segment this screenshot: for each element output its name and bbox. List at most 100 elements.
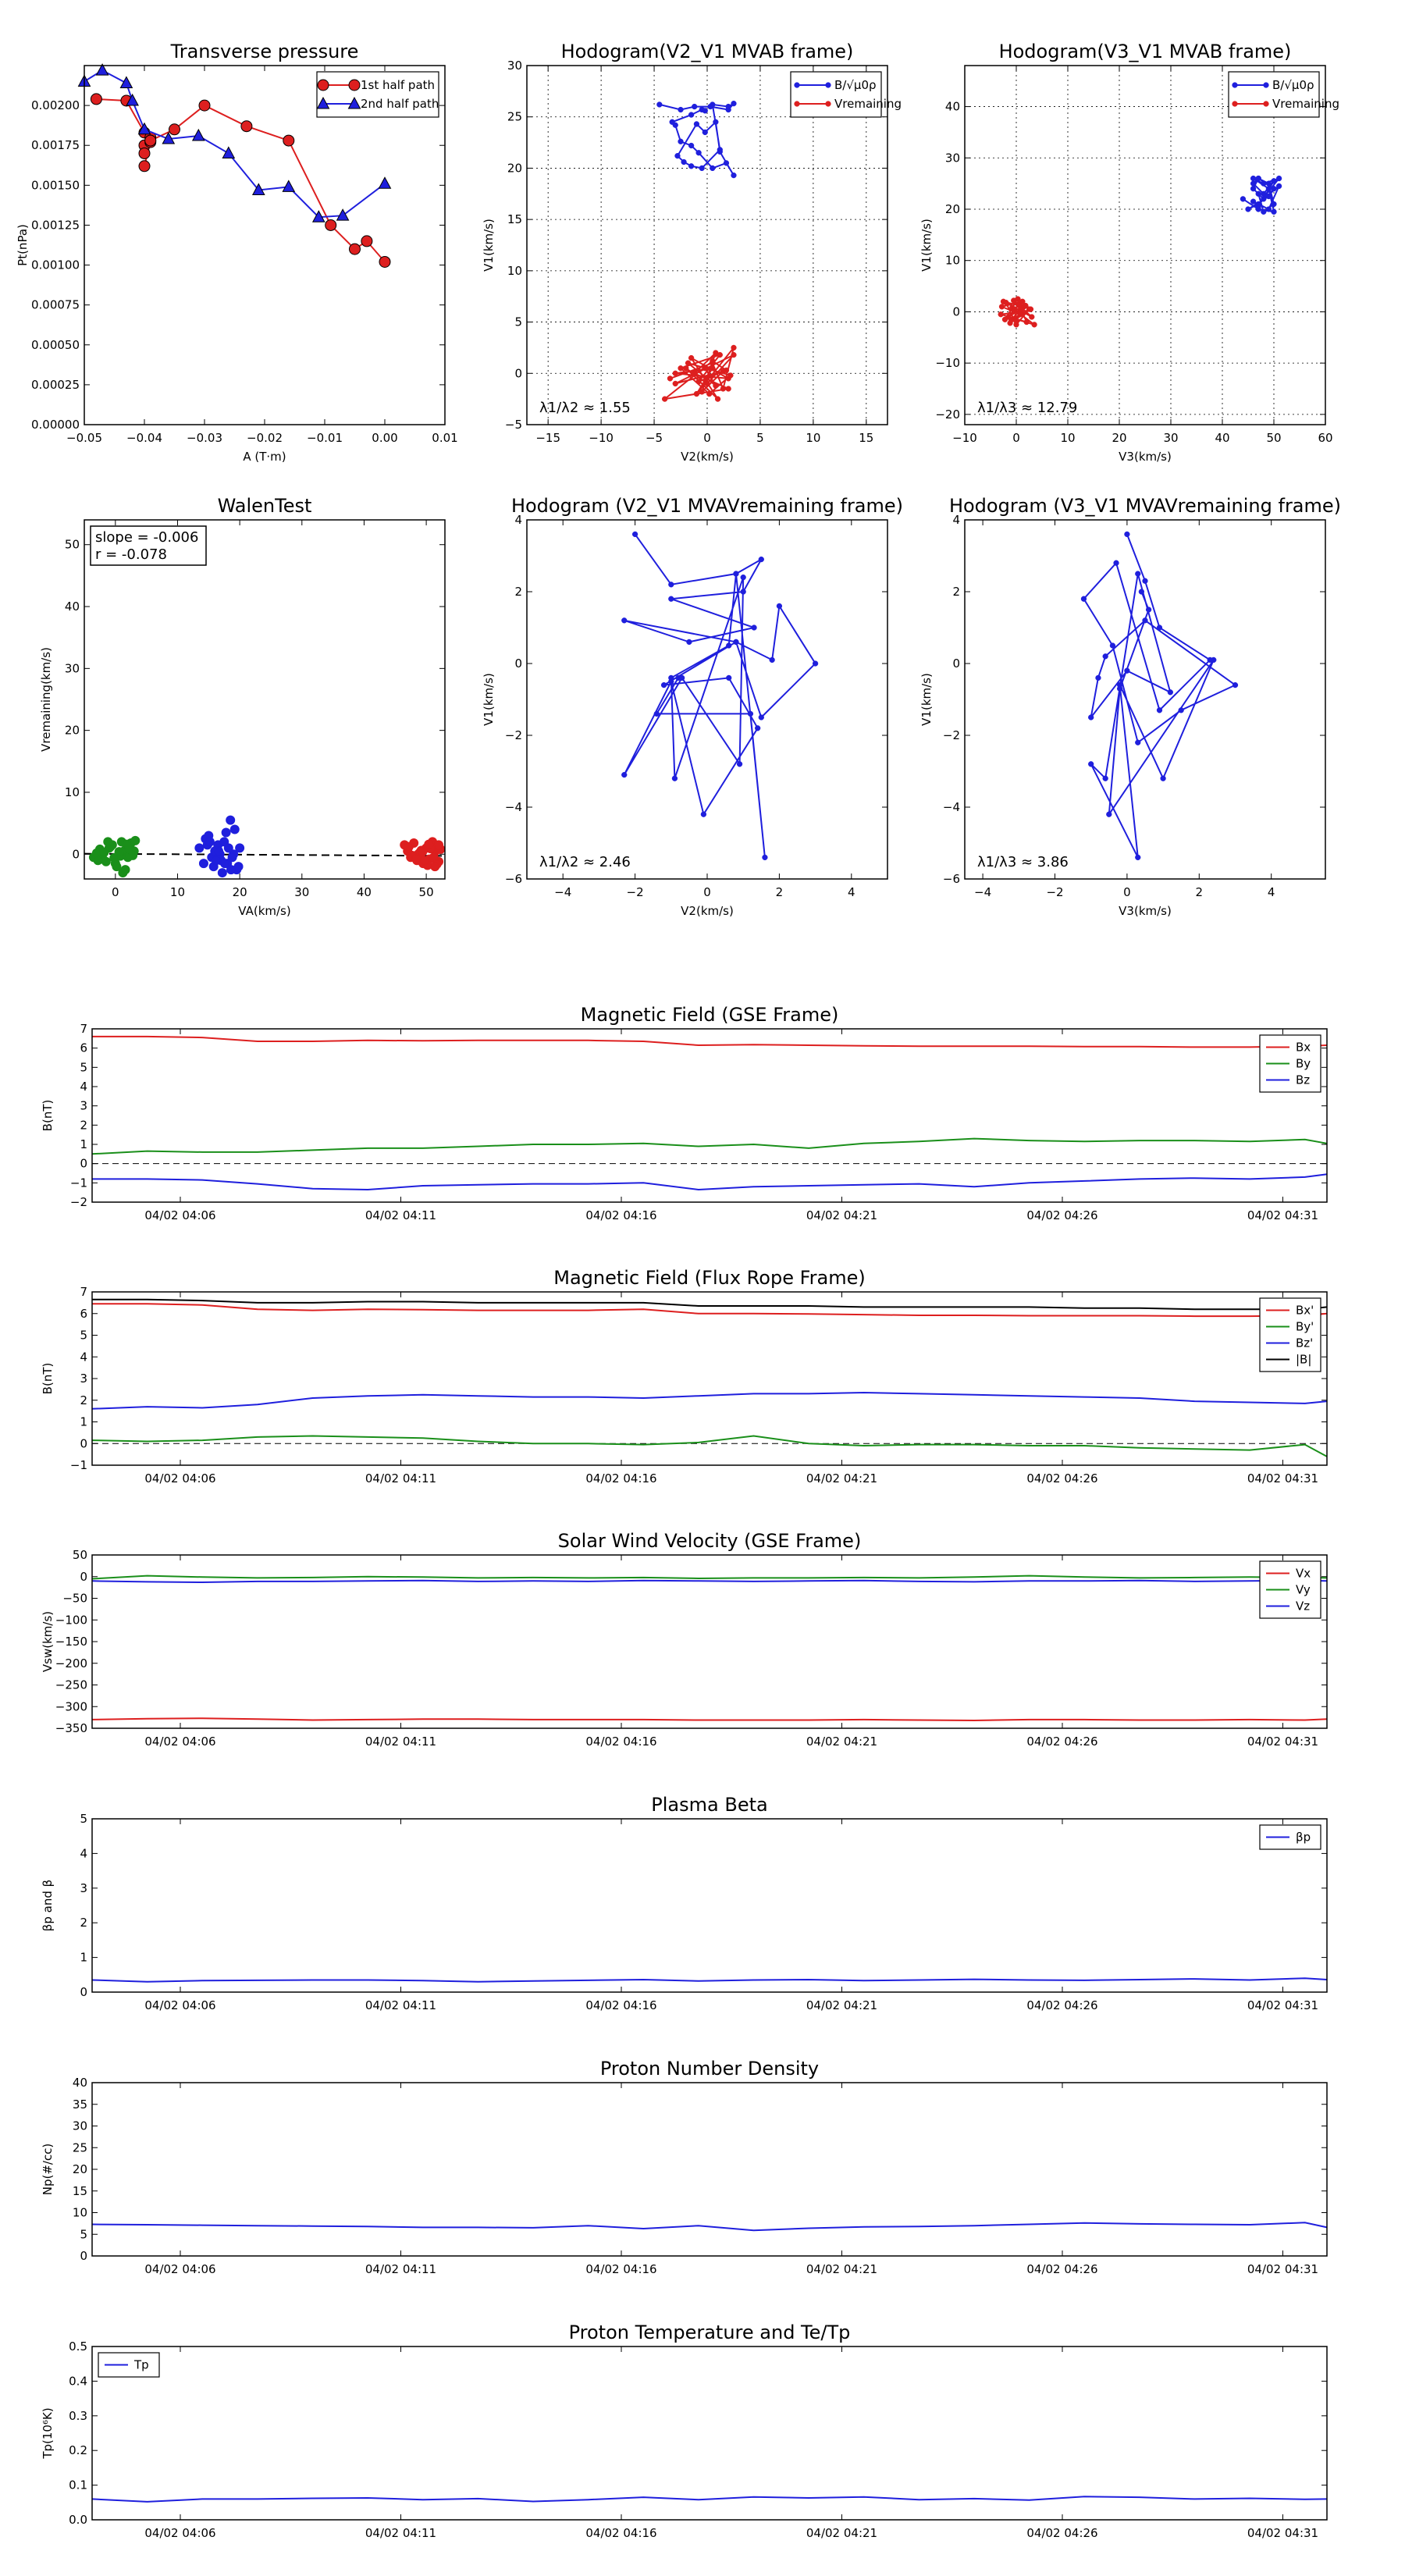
data-point: [1029, 314, 1035, 320]
data-point: [282, 180, 296, 192]
y-tick-label: −2: [943, 728, 960, 742]
y-tick-label: 0: [80, 1985, 87, 1999]
data-point: [1109, 642, 1116, 649]
legend: Tp: [98, 2352, 160, 2378]
legend-marker: [1263, 82, 1269, 88]
y-tick-label: 4: [514, 513, 522, 527]
y-tick-label: 4: [80, 1846, 87, 1860]
legend-box: [790, 71, 882, 118]
legend-label: Bz: [1296, 1073, 1310, 1087]
y-tick-label: −1: [70, 1458, 87, 1472]
y-axis-label: V1(km/s): [919, 673, 934, 726]
y-tick-label: −6: [943, 872, 960, 886]
data-point: [725, 103, 731, 110]
legend-label: Bx: [1296, 1041, 1311, 1055]
data-point: [699, 165, 705, 172]
y-tick-label: 4: [952, 513, 960, 527]
data-point: [688, 163, 695, 169]
y-tick-label: 0: [80, 1570, 87, 1584]
scatter-point: [229, 824, 240, 834]
data-point: [1240, 196, 1247, 202]
y-tick-label: 10: [507, 264, 522, 278]
series-line-series-0: [623, 533, 816, 858]
x-tick-label: 2: [776, 885, 784, 899]
data-point: [731, 172, 737, 179]
chart-title: Solar Wind Velocity (GSE Frame): [558, 1530, 862, 1552]
x-tick-label: 40: [357, 885, 372, 899]
x-tick-label: 40: [1215, 431, 1229, 445]
scatter-point: [430, 862, 440, 872]
data-point: [674, 153, 681, 159]
legend: Bx By Bz: [1259, 1034, 1321, 1093]
legend: Vx Vy Vz: [1259, 1560, 1321, 1619]
data-point: [631, 531, 638, 538]
y-tick-label: 1: [80, 1415, 87, 1429]
y-tick-label: 10: [65, 785, 80, 799]
x-tick-label: 04/02 04:11: [365, 1471, 436, 1485]
y-tick-label: −2: [70, 1195, 87, 1209]
series-line-Vx: [91, 1717, 1328, 1722]
series-line-series-0: [1083, 534, 1237, 858]
legend-marker: [347, 96, 361, 109]
plot-frame: [964, 519, 1326, 880]
chart-title: Hodogram (V2_V1 MVAVremaining frame): [511, 495, 903, 517]
chart-beta: 04/02 04:06 04/02 04:11 04/02 04:16 04/02 0…: [41, 1794, 1328, 2012]
series-line-Bz': [91, 1391, 1328, 1410]
plot-frame: [84, 65, 446, 425]
x-tick-label: 04/02 04:16: [585, 1735, 656, 1749]
y-axis-label: V1(km/s): [919, 219, 934, 272]
x-tick-label: 04/02 04:26: [1026, 2262, 1097, 2276]
y-tick-label: −50: [62, 1592, 87, 1606]
legend-label: Vz: [1296, 1599, 1310, 1614]
data-point: [138, 147, 151, 159]
legend-label: B/√μ0ρ: [1272, 78, 1314, 92]
scatter-point: [221, 827, 231, 838]
y-tick-label: 2: [80, 1393, 87, 1407]
y-axis-label: Tp(10⁶K): [41, 2407, 55, 2459]
y-tick-label: 25: [73, 2140, 87, 2154]
y-tick-label: −350: [55, 1721, 87, 1735]
data-point: [656, 101, 663, 108]
x-tick-label: 0: [1123, 885, 1131, 899]
data-point: [251, 183, 265, 195]
data-point: [1250, 180, 1257, 187]
scatter-point: [419, 856, 429, 866]
data-point: [692, 370, 698, 376]
scatter-point: [418, 847, 428, 857]
y-axis-label: B(nT): [41, 1100, 55, 1132]
y-tick-label: 7: [80, 1022, 87, 1036]
y-tick-label: 0.1: [69, 2478, 87, 2492]
y-tick-label: −150: [55, 1635, 87, 1649]
plot-frame: [91, 2346, 1328, 2521]
data-point: [336, 208, 350, 221]
data-point: [1007, 320, 1013, 326]
eigenvalue-ratio-annotation: λ1/λ2 ≈ 1.55: [539, 400, 631, 416]
y-tick-label: 0: [80, 2249, 87, 2263]
data-point: [710, 365, 716, 372]
data-point: [747, 710, 754, 717]
data-point: [283, 134, 295, 147]
y-tick-label: 15: [73, 2184, 87, 2198]
series-line-Tp: [91, 2496, 1328, 2503]
y-tick-label: −200: [55, 1656, 87, 1670]
x-tick-label: 04/02 04:06: [144, 2526, 215, 2540]
legend-marker: [825, 82, 831, 88]
legend-label: βp: [1296, 1831, 1311, 1845]
x-tick-label: 04/02 04:06: [144, 2262, 215, 2276]
data-point: [1211, 656, 1217, 664]
x-tick-label: 04/02 04:11: [365, 1998, 436, 2012]
x-tick-label: 30: [294, 885, 309, 899]
x-tick-label: 04/02 04:06: [144, 1208, 215, 1222]
legend-label: Vx: [1296, 1567, 1311, 1581]
data-point: [702, 129, 708, 136]
data-point: [222, 146, 236, 158]
y-tick-label: 0.00050: [31, 338, 80, 352]
legend-marker: [794, 101, 800, 107]
data-point: [710, 101, 716, 108]
data-point: [769, 656, 775, 664]
legend-label: 1st half path: [361, 78, 435, 92]
scatter-point: [211, 856, 221, 866]
data-point: [692, 103, 698, 110]
y-tick-label: 15: [507, 212, 522, 226]
